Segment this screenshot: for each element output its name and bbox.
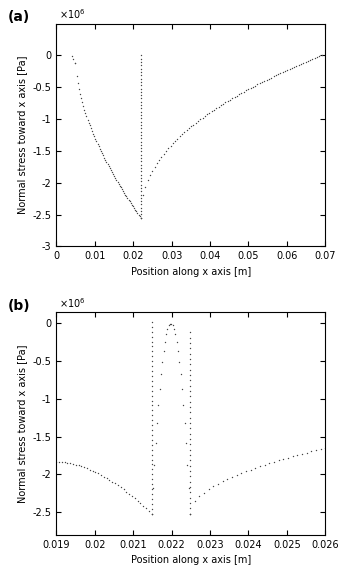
X-axis label: Position along x axis [m]: Position along x axis [m]	[131, 267, 251, 277]
Text: $\times 10^6$: $\times 10^6$	[59, 296, 85, 310]
Text: $\times 10^6$: $\times 10^6$	[59, 7, 85, 21]
Y-axis label: Normal stress toward x axis [Pa]: Normal stress toward x axis [Pa]	[17, 344, 27, 503]
X-axis label: Position along x axis [m]: Position along x axis [m]	[131, 555, 251, 565]
Text: (a): (a)	[8, 10, 30, 24]
Text: (b): (b)	[8, 299, 30, 313]
Y-axis label: Normal stress toward x axis [Pa]: Normal stress toward x axis [Pa]	[17, 56, 27, 214]
